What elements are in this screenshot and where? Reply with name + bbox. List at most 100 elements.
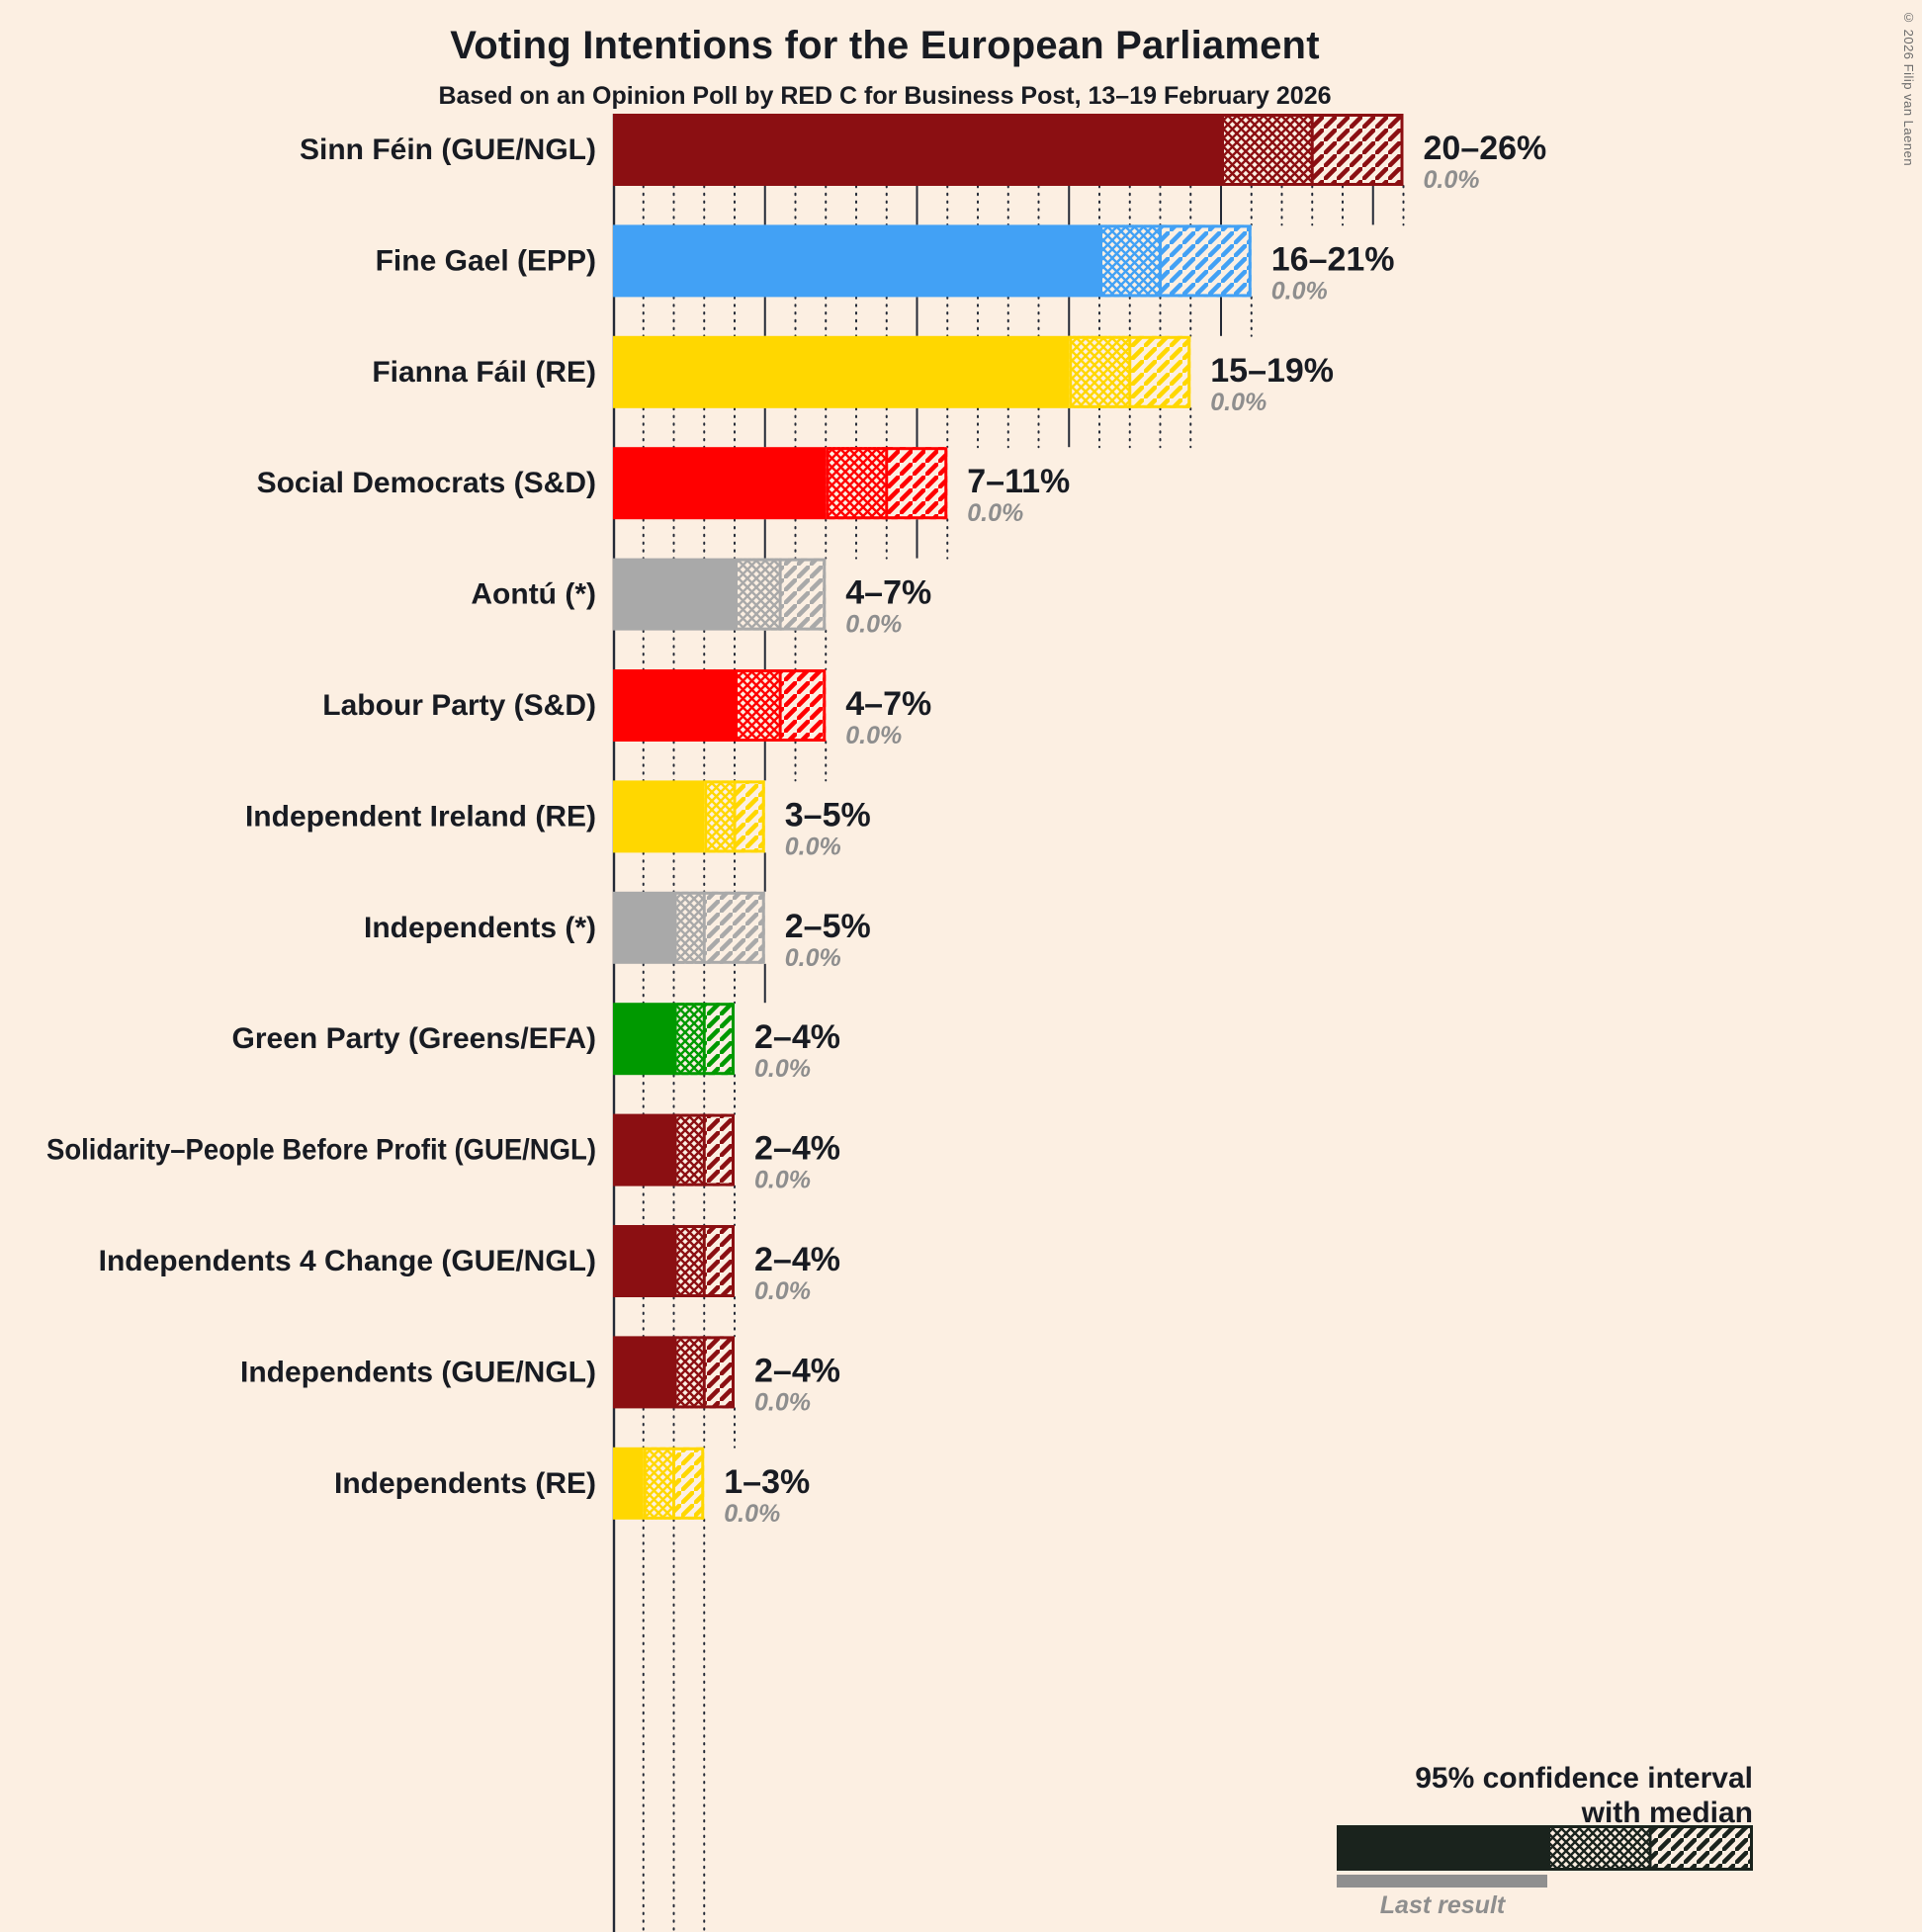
ci-range-label: 15–19% — [1210, 352, 1334, 390]
legend-sample-solid — [1337, 1825, 1547, 1871]
party-label: Independent Ireland (RE) — [245, 800, 596, 833]
last-result-value: 0.0% — [845, 611, 902, 639]
ci-crosshatch — [673, 1336, 705, 1409]
bar-solid — [613, 224, 1099, 298]
bar-row: Fianna Fáil (RE) 15–19%0.0% — [372, 335, 1334, 416]
bar-row: Sinn Féin (GUE/NGL) 20–26%0.0% — [300, 114, 1546, 194]
bar-solid — [613, 1003, 674, 1076]
legend-ci-line1: 95% confidence interval — [1415, 1762, 1753, 1795]
bar-solid — [613, 669, 735, 742]
ci-diagonal-hatch — [673, 1447, 705, 1520]
copyright-notice: © 2026 Filip van Laenen — [1901, 10, 1916, 167]
bar-solid — [613, 335, 1070, 408]
last-result-value: 0.0% — [845, 722, 902, 749]
ci-diagonal-hatch — [780, 558, 827, 631]
bar-solid — [613, 447, 827, 520]
bar-solid — [613, 558, 735, 631]
ci-range-label: 2–5% — [785, 908, 871, 945]
ci-diagonal-hatch — [704, 1225, 735, 1297]
party-label: Independents (GUE/NGL) — [240, 1356, 596, 1388]
bar-row: Independent Ireland (RE) 3–5%0.0% — [245, 780, 871, 860]
bar-row: Independents (*) 2–5%0.0% — [364, 891, 871, 972]
bar-solid — [613, 114, 1221, 186]
bar-row: Green Party (Greens/EFA) 2–4%0.0% — [232, 1003, 840, 1083]
ci-range-label: 4–7% — [845, 574, 931, 612]
ci-crosshatch — [1221, 114, 1313, 186]
ci-crosshatch — [673, 1003, 705, 1076]
ci-crosshatch — [1099, 224, 1161, 298]
bar-row: Solidarity–People Before Profit (GUE/NGL… — [46, 1113, 840, 1194]
last-result-value: 0.0% — [1271, 277, 1328, 305]
party-label: Independents (*) — [364, 912, 596, 944]
party-label: Labour Party (S&D) — [322, 689, 596, 722]
ci-range-label: 2–4% — [754, 1241, 840, 1278]
ci-crosshatch — [735, 669, 781, 742]
ci-diagonal-hatch — [1160, 224, 1252, 298]
legend-sample-diagonal — [1650, 1825, 1753, 1871]
party-label: Aontú (*) — [471, 578, 596, 611]
ci-diagonal-hatch — [704, 891, 765, 964]
bar-solid — [613, 891, 674, 964]
legend-sample — [1337, 1825, 1753, 1888]
party-label: Independents (RE) — [334, 1467, 596, 1500]
party-label: Fine Gael (EPP) — [376, 244, 596, 277]
bar-solid — [613, 1225, 674, 1297]
last-result-value: 0.0% — [754, 1277, 811, 1305]
last-result-value: 0.0% — [754, 1055, 811, 1083]
ci-crosshatch — [826, 447, 887, 520]
ci-diagonal-hatch — [886, 447, 948, 520]
ci-diagonal-hatch — [1312, 114, 1404, 186]
ci-crosshatch — [1069, 335, 1130, 408]
ci-crosshatch — [643, 1447, 674, 1520]
party-label: Independents 4 Change (GUE/NGL) — [99, 1245, 596, 1277]
ci-range-label: 2–4% — [754, 1352, 840, 1389]
ci-crosshatch — [704, 780, 735, 853]
ci-diagonal-hatch — [780, 669, 827, 742]
ci-range-label: 4–7% — [845, 685, 931, 723]
bar-row: Independents (GUE/NGL) 2–4%0.0% — [240, 1336, 840, 1416]
legend-last-result-bar — [1337, 1875, 1547, 1888]
bar-row: Aontú (*) 4–7%0.0% — [471, 558, 931, 639]
chart-subtitle: Based on an Opinion Poll by RED C for Bu… — [438, 82, 1332, 110]
ci-crosshatch — [673, 1225, 705, 1297]
last-result-value: 0.0% — [967, 499, 1023, 527]
party-label: Green Party (Greens/EFA) — [232, 1022, 596, 1055]
bar-row: Social Democrats (S&D) 7–11%0.0% — [257, 447, 1070, 527]
ci-diagonal-hatch — [735, 780, 765, 853]
ci-range-label: 7–11% — [967, 463, 1070, 500]
party-label: Social Democrats (S&D) — [257, 467, 596, 499]
ci-diagonal-hatch — [704, 1003, 735, 1076]
bar-row: Fine Gael (EPP) 16–21%0.0% — [376, 224, 1395, 305]
last-result-value: 0.0% — [1424, 166, 1480, 194]
ci-outline — [1099, 224, 1252, 298]
last-result-value: 0.0% — [754, 1388, 811, 1416]
bar-row: Independents (RE) 1–3%0.0% — [334, 1447, 810, 1528]
ci-range-label: 2–4% — [754, 1130, 840, 1168]
bar-solid — [613, 1113, 674, 1186]
chart-title: Voting Intentions for the European Parli… — [450, 24, 1320, 67]
ci-crosshatch — [673, 1113, 705, 1186]
chart-header: Voting Intentions for the European Parli… — [0, 24, 1770, 111]
ci-range-label: 1–3% — [724, 1463, 810, 1501]
bar-row: Labour Party (S&D) 4–7%0.0% — [322, 669, 931, 749]
ci-diagonal-hatch — [704, 1113, 735, 1186]
ci-crosshatch — [673, 891, 705, 964]
ci-range-label: 20–26% — [1424, 130, 1547, 167]
ci-range-label: 2–4% — [754, 1018, 840, 1056]
legend-sample-crosshatch — [1547, 1825, 1650, 1871]
party-label: Solidarity–People Before Profit (GUE/NGL… — [46, 1134, 596, 1167]
bar-row: Independents 4 Change (GUE/NGL) 2–4%0.0% — [99, 1225, 840, 1305]
legend-last-result-label: Last result — [1379, 1891, 1506, 1919]
last-result-value: 0.0% — [1210, 389, 1267, 416]
ci-outline — [673, 891, 765, 964]
ci-diagonal-hatch — [704, 1336, 735, 1409]
last-result-value: 0.0% — [785, 944, 841, 972]
legend-ci-line2: with median — [1581, 1797, 1753, 1829]
party-label: Sinn Féin (GUE/NGL) — [300, 133, 596, 166]
last-result-value: 0.0% — [724, 1500, 780, 1528]
ci-crosshatch — [735, 558, 781, 631]
ci-range-label: 3–5% — [785, 796, 871, 834]
bar-solid — [613, 780, 705, 853]
